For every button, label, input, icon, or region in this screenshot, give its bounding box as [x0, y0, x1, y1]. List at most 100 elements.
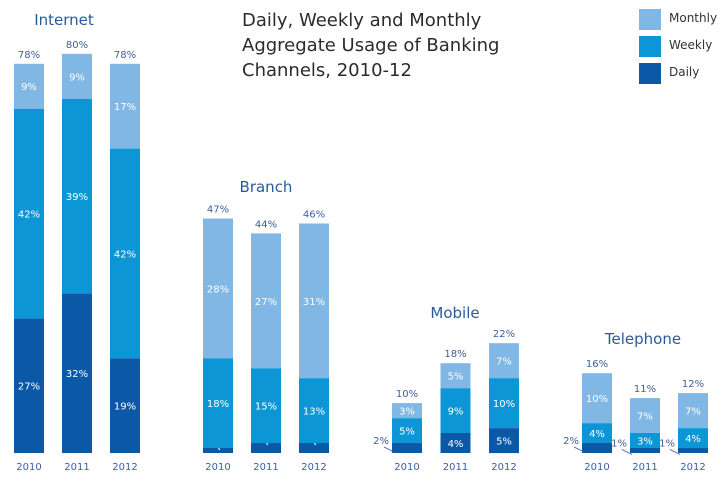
chart-title-line: Channels, 2010-12: [242, 60, 412, 81]
bar-segment-mobile-2012-monthly: [489, 343, 519, 379]
bar-segment-telephone-2012-weekly: [678, 428, 708, 449]
bar-segment-mobile-2010-weekly: [392, 418, 422, 444]
x-tick-label: 2011: [632, 462, 657, 473]
segment-label: 13%: [303, 407, 325, 418]
segment-label: 2%: [563, 436, 579, 447]
segment-label: 7%: [637, 412, 653, 423]
bar-segment-telephone-2012-monthly: [678, 393, 708, 428]
segment-label: 5%: [448, 372, 464, 383]
total-label-mobile-2011: 18%: [444, 349, 466, 360]
bar-segment-internet-2011-weekly: [62, 98, 92, 294]
bar-segment-internet-2011-daily: [62, 293, 92, 453]
segment-label: 27%: [18, 382, 40, 393]
segment-label: 42%: [114, 249, 136, 260]
bar-segment-internet-2010-monthly: [14, 63, 44, 109]
segment-label: 17%: [114, 102, 136, 113]
x-tick-label: 2012: [112, 462, 137, 473]
legend-label: Monthly: [669, 11, 718, 25]
legend-swatch: [639, 36, 661, 57]
x-tick-label: 2012: [491, 462, 516, 473]
leader-line: [621, 449, 633, 455]
segment-label: 4%: [448, 439, 464, 450]
bar-segment-mobile-2012-daily: [489, 428, 519, 454]
total-label-internet-2011: 80%: [66, 40, 88, 51]
bar-segment-branch-2010-daily: [203, 448, 233, 453]
chart-title: Daily, Weekly and Monthly Aggregate Usag…: [242, 8, 542, 83]
bar-segment-branch-2012-monthly: [299, 223, 329, 379]
bar-segment-internet-2010-weekly: [14, 108, 44, 319]
bar-segment-branch-2011-daily: [251, 443, 281, 453]
segment-label: 31%: [303, 297, 325, 308]
segment-label: 1%: [659, 439, 675, 450]
segment-label: 9%: [448, 407, 464, 418]
bar-segment-internet-2011-monthly: [62, 53, 92, 99]
segment-label: 27%: [255, 297, 277, 308]
bar-segment-telephone-2010-weekly: [582, 423, 612, 444]
bar-segment-telephone-2011-monthly: [630, 398, 660, 433]
bar-segment-mobile-2012-weekly: [489, 378, 519, 428]
total-label-telephone-2010: 16%: [586, 359, 608, 370]
bar-segment-branch-2011-weekly: [251, 368, 281, 444]
bar-segment-telephone-2010-monthly: [582, 373, 612, 424]
legend: Monthly Weekly Daily: [639, 8, 724, 89]
segment-label: 1%: [611, 439, 627, 450]
group-title-internet: Internet: [34, 11, 94, 29]
leader-line: [669, 449, 681, 455]
x-tick-label: 2012: [680, 462, 705, 473]
bar-segment-telephone-2012-daily: [678, 448, 708, 453]
total-label-mobile-2012: 22%: [493, 329, 515, 340]
legend-label: Weekly: [669, 38, 713, 52]
segment-label: 5%: [399, 427, 415, 438]
legend-swatch: [639, 9, 661, 30]
segment-label: 19%: [114, 402, 136, 413]
segment-label: 9%: [69, 72, 85, 83]
segment-label: 28%: [207, 284, 229, 295]
total-label-branch-2011: 44%: [255, 219, 277, 230]
segment-label: 5%: [496, 437, 512, 448]
total-label-internet-2010: 78%: [18, 50, 40, 61]
x-tick-label: 2011: [443, 462, 468, 473]
legend-swatch: [639, 63, 661, 84]
bar-segment-mobile-2010-daily: [392, 443, 422, 453]
x-tick-label: 2010: [394, 462, 419, 473]
legend-label: Daily: [669, 65, 700, 79]
segment-label: 3%: [637, 437, 653, 448]
bar-segment-telephone-2010-daily: [582, 443, 612, 453]
segment-label: 3%: [399, 407, 415, 418]
total-label-internet-2012: 78%: [114, 50, 136, 61]
x-tick-label: 2012: [301, 462, 326, 473]
legend-item-daily: Daily: [639, 62, 724, 89]
bar-segment-mobile-2010-monthly: [392, 403, 422, 419]
total-label-mobile-2010: 10%: [396, 389, 418, 400]
bar-segment-branch-2010-monthly: [203, 218, 233, 359]
chart-title-line: Aggregate Usage of Banking: [242, 35, 500, 56]
bar-segment-internet-2012-weekly: [110, 148, 140, 359]
segment-label: 4%: [589, 429, 605, 440]
x-tick-label: 2010: [16, 462, 41, 473]
bar-segment-internet-2012-monthly: [110, 63, 140, 149]
bar-segment-mobile-2011-monthly: [440, 363, 471, 389]
segment-label: 2%: [373, 436, 389, 447]
legend-item-monthly: Monthly: [639, 8, 724, 35]
bar-segment-internet-2010-daily: [14, 318, 44, 453]
segment-label: 4%: [685, 434, 701, 445]
bar-segment-branch-2011-monthly: [251, 233, 281, 369]
x-tick-label: 2011: [64, 462, 89, 473]
bar-segment-mobile-2011-daily: [440, 433, 471, 453]
segment-label: 9%: [21, 82, 37, 93]
total-label-telephone-2011: 11%: [634, 384, 656, 395]
group-title-branch: Branch: [240, 178, 293, 196]
segment-label: 39%: [66, 192, 88, 203]
total-label-branch-2012: 46%: [303, 210, 325, 221]
bar-segment-internet-2012-daily: [110, 358, 140, 453]
segment-label: 15%: [255, 402, 277, 413]
x-tick-label: 2011: [253, 462, 278, 473]
legend-item-weekly: Weekly: [639, 35, 724, 62]
bar-segment-branch-2012-weekly: [299, 378, 329, 443]
x-tick-label: 2010: [584, 462, 609, 473]
segment-label: 10%: [493, 399, 515, 410]
group-title-telephone: Telephone: [604, 330, 681, 348]
bar-segment-telephone-2011-daily: [630, 448, 660, 453]
bar-segment-mobile-2011-weekly: [440, 388, 471, 433]
